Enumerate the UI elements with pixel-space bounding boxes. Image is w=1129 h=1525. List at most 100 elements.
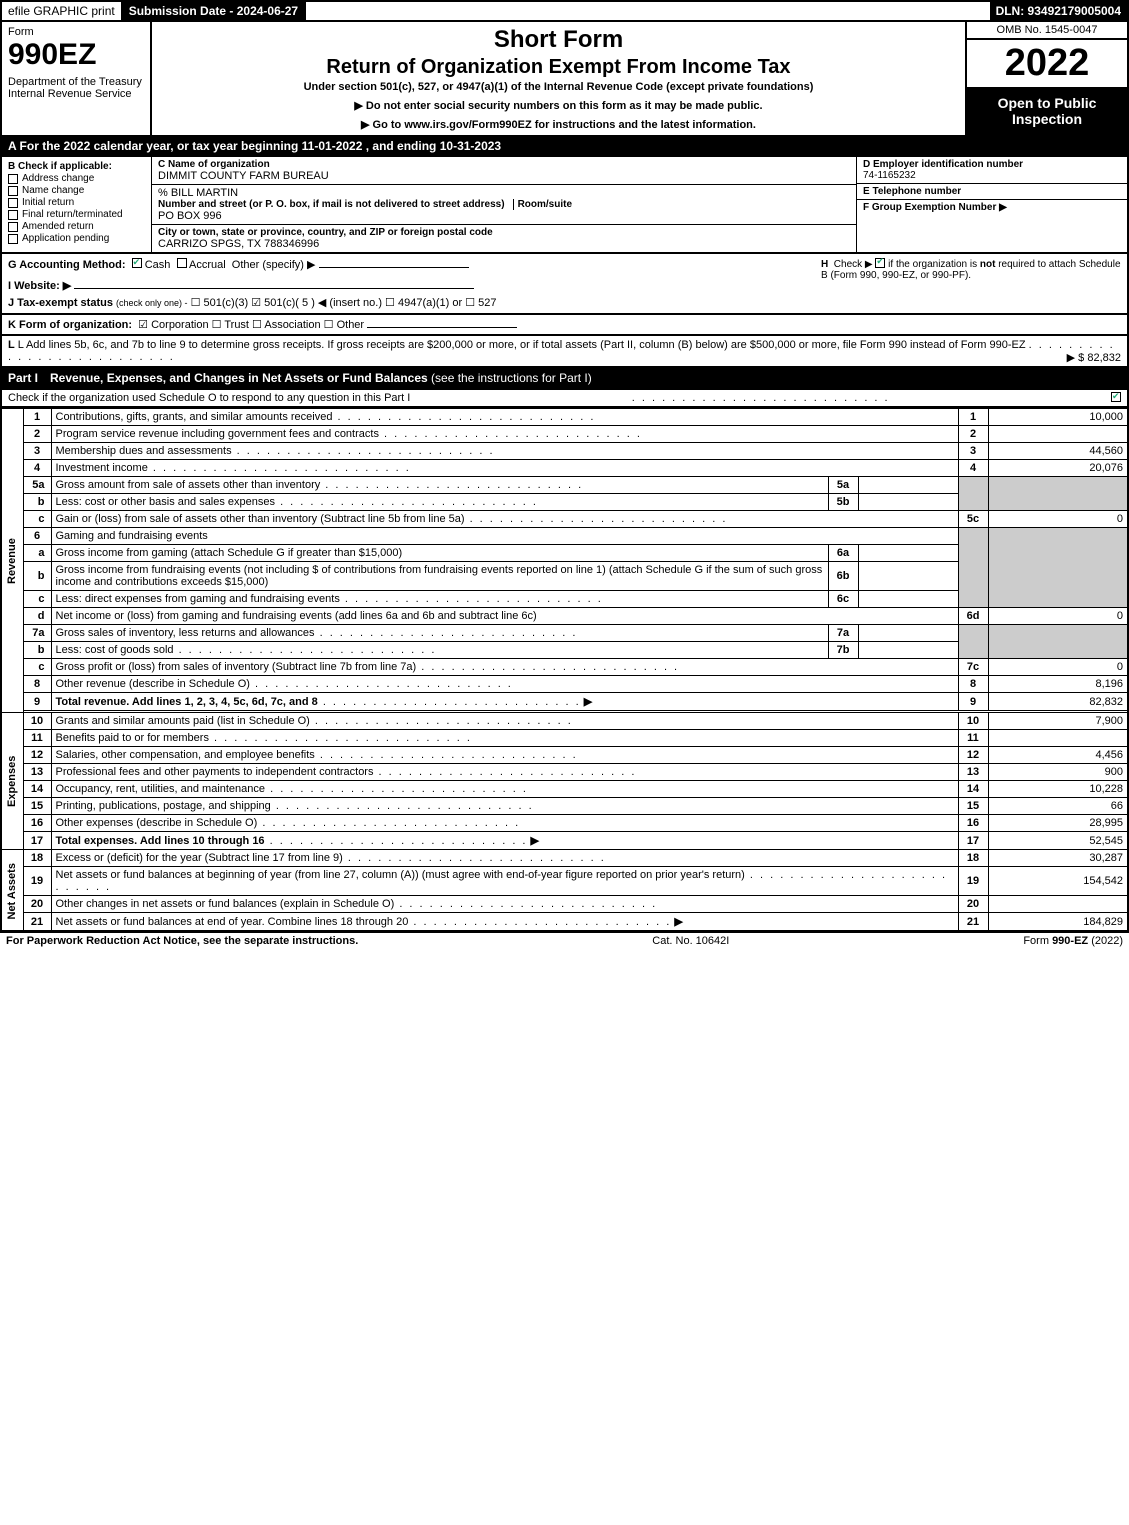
line-10: Expenses 10Grants and similar amounts pa… (1, 713, 1128, 730)
cb-address-change[interactable]: Address change (8, 173, 145, 184)
cb-schedule-b[interactable] (875, 258, 885, 268)
line-2: 2Program service revenue including gover… (1, 426, 1128, 443)
header-center: Short Form Return of Organization Exempt… (152, 22, 967, 135)
header-left: Form 990EZ Department of the Treasury In… (2, 22, 152, 135)
city-state-zip: CARRIZO SPGS, TX 788346996 (158, 238, 850, 250)
k-label: K Form of organization: (8, 319, 132, 331)
subtitle: Under section 501(c), 527, or 4947(a)(1)… (158, 81, 959, 93)
line-14: 14Occupancy, rent, utilities, and mainte… (1, 781, 1128, 798)
part1-header: Part I Revenue, Expenses, and Changes in… (0, 368, 1129, 390)
cb-cash[interactable] (132, 258, 142, 268)
line-15: 15Printing, publications, postage, and s… (1, 798, 1128, 815)
ein-value: 74-1165232 (863, 170, 1121, 181)
ein-block: D Employer identification number 74-1165… (857, 157, 1127, 184)
website-input[interactable] (74, 288, 474, 289)
cb-application-pending[interactable]: Application pending (8, 233, 145, 244)
row-k: K Form of organization: ☑ Corporation ☐ … (0, 315, 1129, 336)
cb-schedule-o[interactable] (1111, 392, 1121, 402)
line-4: 4Investment income420,076 (1, 460, 1128, 477)
line-1: Revenue 1Contributions, gifts, grants, a… (1, 409, 1128, 426)
top-bar: efile GRAPHIC print Submission Date - 20… (0, 0, 1129, 22)
expenses-label: Expenses (1, 713, 23, 850)
ein-label: D Employer identification number (863, 159, 1121, 170)
netassets-label: Net Assets (1, 850, 23, 932)
row-j: J Tax-exempt status (check only one) - ☐… (8, 296, 1121, 309)
line-7c: cGross profit or (loss) from sales of in… (1, 659, 1128, 676)
line-18: Net Assets 18Excess or (deficit) for the… (1, 850, 1128, 867)
line-6: 6Gaming and fundraising events (1, 528, 1128, 545)
group-exemption-label: F Group Exemption Number ▶ (863, 202, 1007, 213)
line-12: 12Salaries, other compensation, and empl… (1, 747, 1128, 764)
room-label: Room/suite (513, 199, 572, 210)
line-13: 13Professional fees and other payments t… (1, 764, 1128, 781)
form-word: Form (8, 26, 144, 38)
line-8: 8Other revenue (describe in Schedule O)8… (1, 676, 1128, 693)
footer-center: Cat. No. 10642I (652, 935, 729, 947)
addr-label: Number and street (or P. O. box, if mail… (158, 199, 505, 210)
cb-name-change[interactable]: Name change (8, 185, 145, 196)
other-label: Other (specify) ▶ (232, 259, 316, 271)
line-21: 21Net assets or fund balances at end of … (1, 913, 1128, 932)
short-form-title: Short Form (158, 26, 959, 54)
group-exemption-block: F Group Exemption Number ▶ (857, 200, 1127, 252)
line-11: 11Benefits paid to or for members11 (1, 730, 1128, 747)
k-opts[interactable]: ☑ Corporation ☐ Trust ☐ Association ☐ Ot… (138, 319, 364, 331)
form-header: Form 990EZ Department of the Treasury In… (0, 22, 1129, 137)
line-17: 17Total expenses. Add lines 10 through 1… (1, 832, 1128, 850)
line-20: 20Other changes in net assets or fund ba… (1, 896, 1128, 913)
col-def: D Employer identification number 74-1165… (857, 157, 1127, 252)
open-public: Open to Public Inspection (967, 89, 1127, 135)
cb-final-return[interactable]: Final return/terminated (8, 209, 145, 220)
row-h: H Check ▶ if the organization is not req… (821, 258, 1121, 281)
line-9: 9Total revenue. Add lines 1, 2, 3, 4, 5c… (1, 693, 1128, 711)
dln: DLN: 93492179005004 (990, 2, 1127, 20)
row-ghij: G Accounting Method: Cash Accrual Other … (0, 254, 1129, 315)
cb-accrual[interactable] (177, 258, 187, 268)
phone-block: E Telephone number (857, 184, 1127, 200)
spacer (306, 2, 989, 20)
instr-link[interactable]: ▶ Go to www.irs.gov/Form990EZ for instru… (158, 118, 959, 131)
instr-ssn: ▶ Do not enter social security numbers o… (158, 99, 959, 112)
accrual-label: Accrual (189, 259, 226, 271)
care-of-block: % BILL MARTIN Number and street (or P. O… (152, 185, 856, 225)
line-5c: cGain or (loss) from sale of assets othe… (1, 511, 1128, 528)
cb-initial-return[interactable]: Initial return (8, 197, 145, 208)
submission-date: Submission Date - 2024-06-27 (123, 2, 306, 20)
part1-num: Part I (8, 371, 50, 385)
row-a-tax-year: A For the 2022 calendar year, or tax yea… (0, 137, 1129, 157)
part1-title-sub: (see the instructions for Part I) (431, 371, 592, 385)
part1-check-text: Check if the organization used Schedule … (8, 392, 410, 404)
footer-left: For Paperwork Reduction Act Notice, see … (6, 935, 358, 947)
form-number: 990EZ (8, 38, 144, 72)
line-5a: 5aGross amount from sale of assets other… (1, 477, 1128, 494)
tax-year: 2022 (967, 40, 1127, 89)
city-block: City or town, state or province, country… (152, 225, 856, 252)
j-sub: (check only one) - (116, 298, 188, 308)
j-opts[interactable]: ☐ 501(c)(3) ☑ 501(c)( 5 ) ◀ (insert no.)… (191, 297, 497, 309)
org-name-block: C Name of organization DIMMIT COUNTY FAR… (152, 157, 856, 185)
line-3: 3Membership dues and assessments344,560 (1, 443, 1128, 460)
dept-treasury: Department of the Treasury Internal Reve… (8, 76, 144, 100)
street-address: PO BOX 996 (158, 210, 850, 222)
phone-label: E Telephone number (863, 186, 1121, 197)
part1-checkline: Check if the organization used Schedule … (0, 390, 1129, 408)
k-other-input[interactable] (367, 327, 517, 328)
footer-right: Form 990-EZ (2022) (1023, 935, 1123, 947)
other-specify-input[interactable] (319, 267, 469, 268)
omb-number: OMB No. 1545-0047 (967, 22, 1127, 40)
part1-title: Revenue, Expenses, and Changes in Net As… (50, 371, 428, 385)
cb-amended-return[interactable]: Amended return (8, 221, 145, 232)
main-title: Return of Organization Exempt From Incom… (158, 56, 959, 79)
efile-print[interactable]: efile GRAPHIC print (2, 2, 123, 20)
org-name: DIMMIT COUNTY FARM BUREAU (158, 170, 850, 182)
revenue-label: Revenue (1, 409, 23, 713)
header-right: OMB No. 1545-0047 2022 Open to Public In… (967, 22, 1127, 135)
page-footer: For Paperwork Reduction Act Notice, see … (0, 932, 1129, 949)
line-7a: 7aGross sales of inventory, less returns… (1, 625, 1128, 642)
l-amount: ▶ $ 82,832 (1067, 351, 1121, 364)
cash-label: Cash (145, 259, 171, 271)
city-label: City or town, state or province, country… (158, 227, 850, 238)
part1-table: Revenue 1Contributions, gifts, grants, a… (0, 408, 1129, 932)
row-l: L L Add lines 5b, 6c, and 7b to line 9 t… (0, 336, 1129, 368)
section-bcdef: B Check if applicable: Address change Na… (0, 157, 1129, 254)
